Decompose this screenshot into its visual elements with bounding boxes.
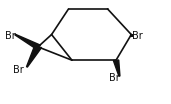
Polygon shape bbox=[15, 34, 41, 49]
Text: Br: Br bbox=[13, 66, 24, 76]
Polygon shape bbox=[27, 46, 42, 67]
Text: Br: Br bbox=[5, 31, 16, 41]
Text: Br: Br bbox=[109, 73, 120, 83]
Text: Br: Br bbox=[132, 31, 143, 41]
Polygon shape bbox=[113, 60, 120, 76]
